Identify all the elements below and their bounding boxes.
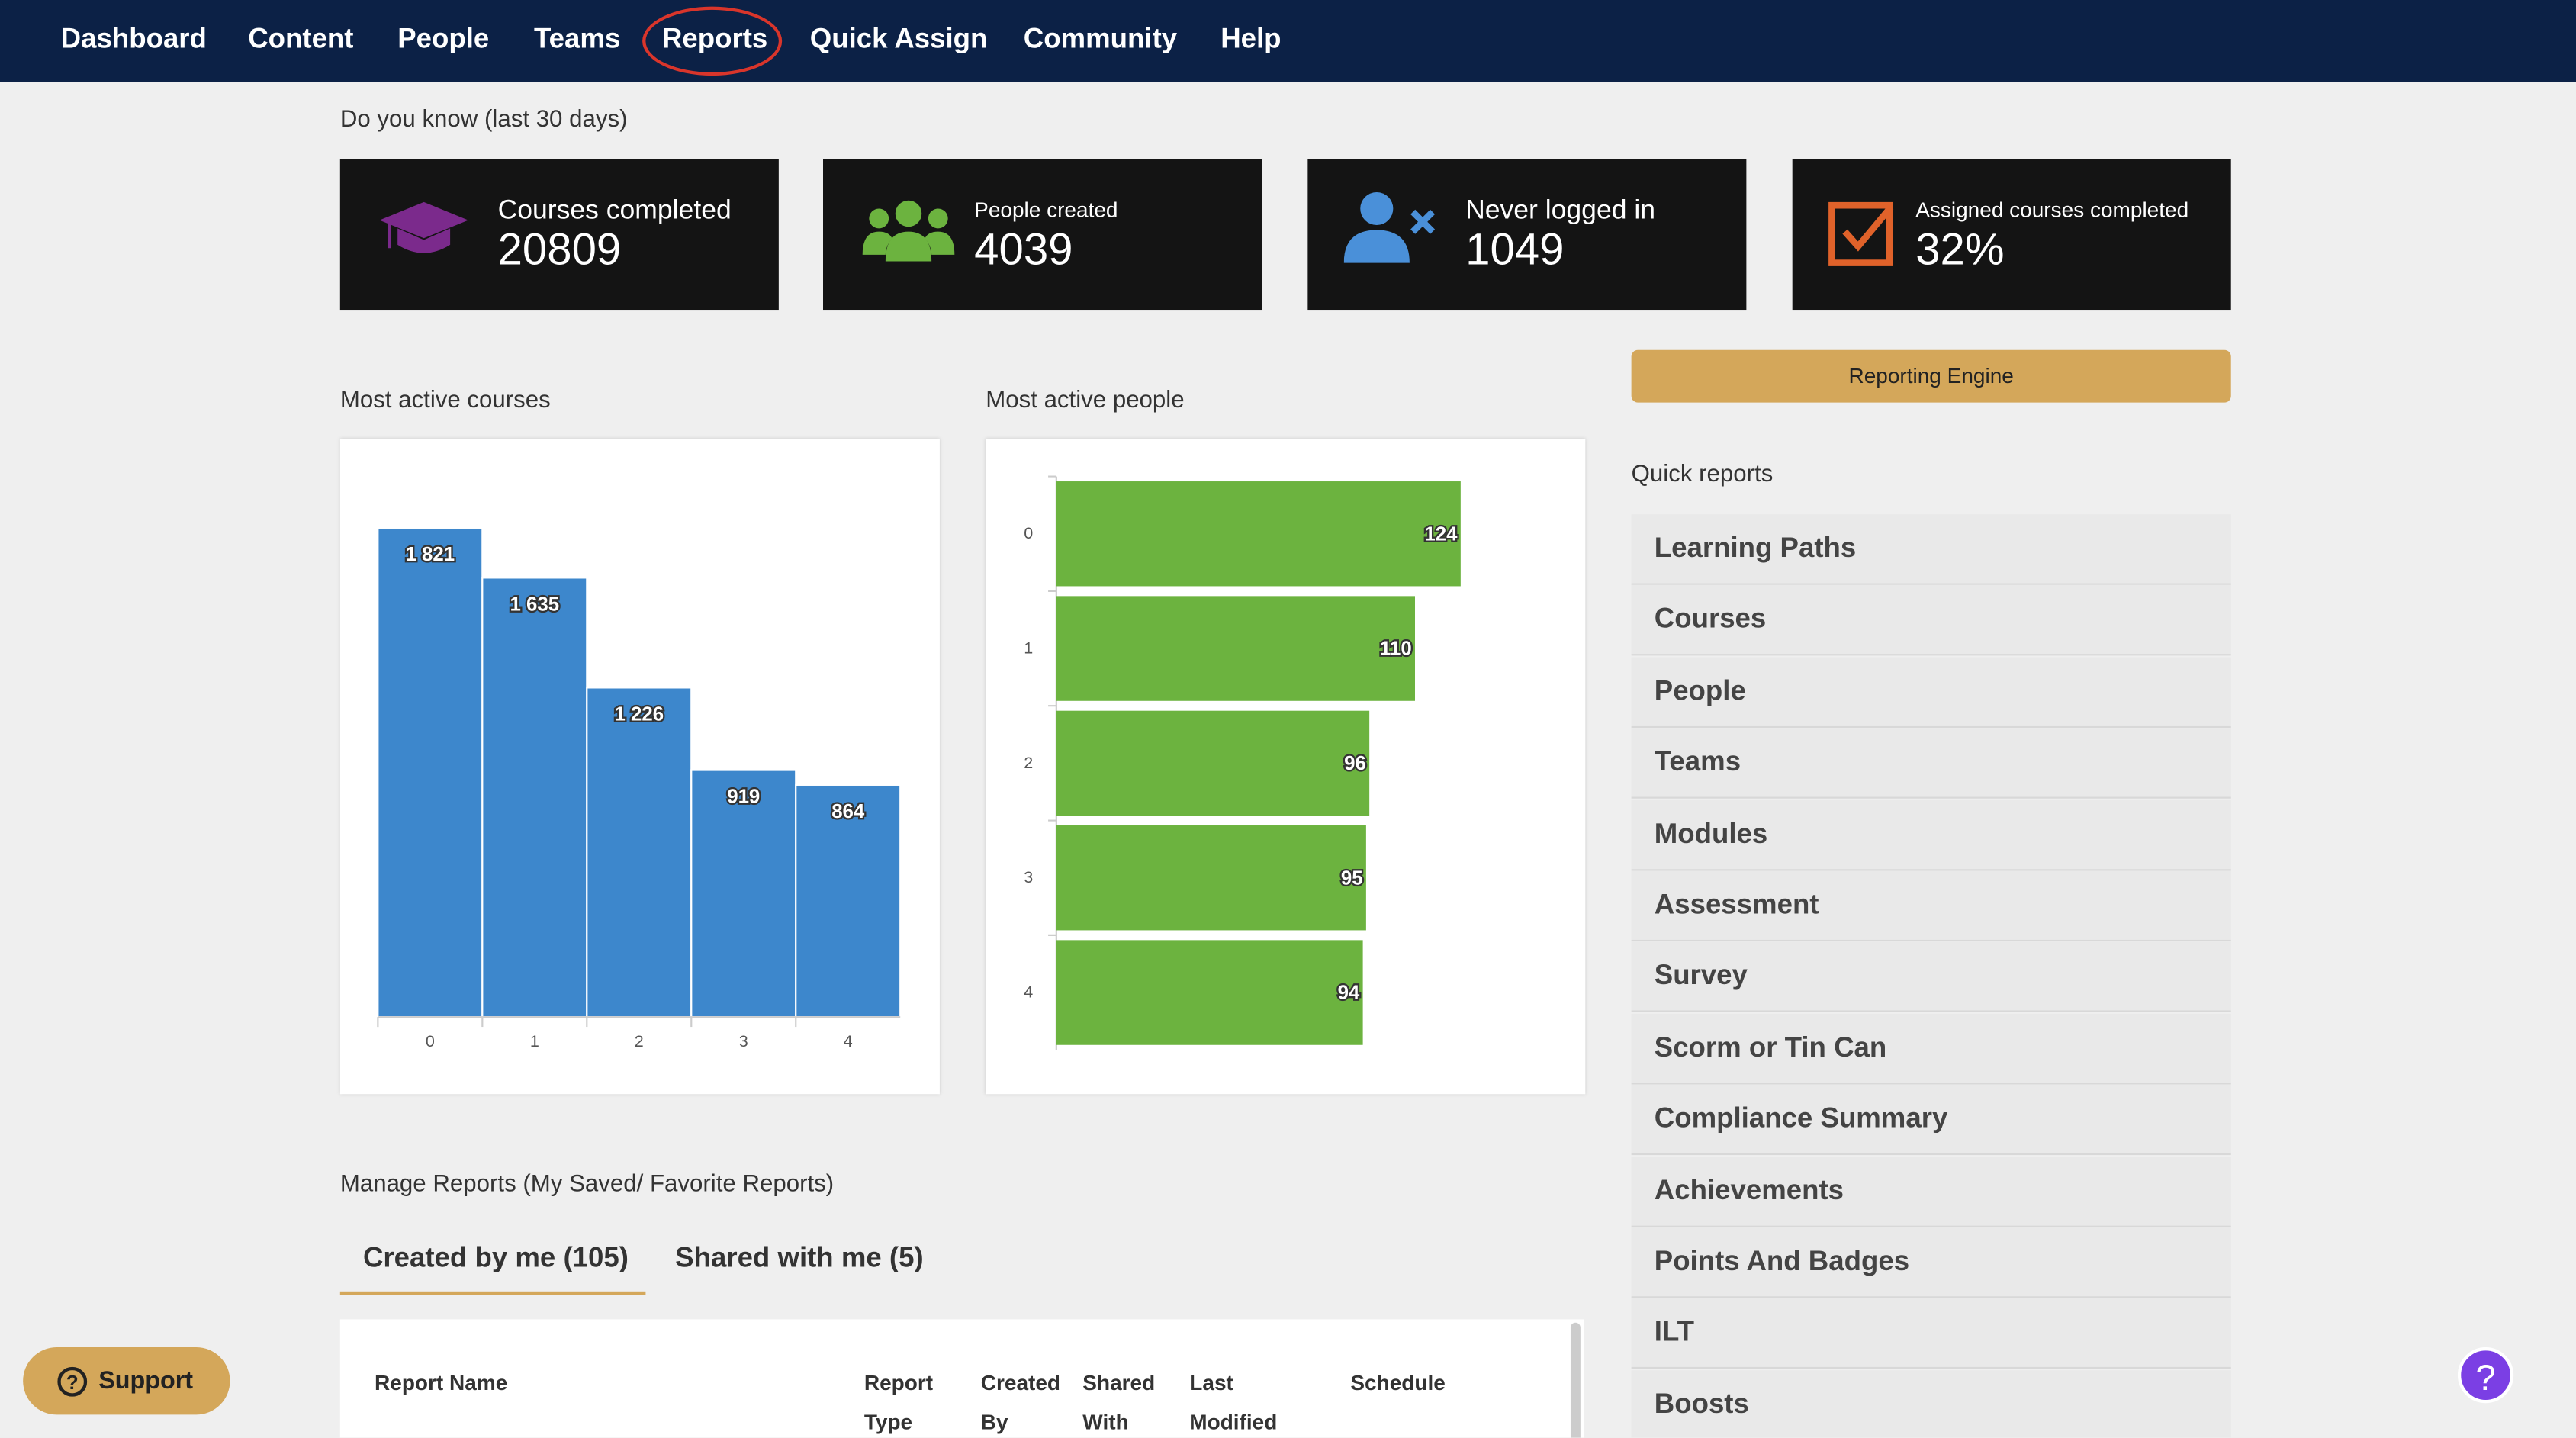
value-label: 919 [727, 787, 760, 808]
reports-table [339, 1319, 1584, 1438]
value-label: 1 821 [406, 544, 455, 565]
quick-report-item[interactable]: People [1631, 657, 2231, 728]
bar [795, 783, 902, 1018]
nav-link[interactable]: People [397, 23, 490, 55]
y-tick-label: 4 [1024, 983, 1033, 1002]
scrollbar[interactable] [1570, 1322, 1581, 1438]
nav-link[interactable]: Help [1220, 23, 1282, 55]
stat-value: 32% [1915, 225, 2005, 275]
icon: ? [57, 1366, 88, 1397]
quick-report-item[interactable]: Points And Badges [1631, 1227, 2231, 1298]
chart-panel: 1 821 0 1 635 1 1 226 2 919 3 864 4 [339, 439, 940, 1095]
chart-title: Most active people [986, 388, 1185, 414]
bar [1056, 825, 1366, 931]
bar [1056, 940, 1363, 1045]
icon [862, 200, 955, 262]
reporting-engine-button[interactable]: Reporting Engine [1631, 349, 2231, 403]
section-title: Manage Reports (My Saved/ Favorite Repor… [339, 1171, 835, 1198]
bar [1056, 481, 1461, 587]
stat-label: People created [974, 197, 1118, 222]
stat-value: 4039 [974, 225, 1073, 275]
stat-card: People created 4039 [823, 159, 1262, 311]
tab[interactable]: Shared with me (5) [675, 1242, 924, 1274]
stat-card: Never logged in 1049 [1307, 159, 1747, 311]
stat-card: Assigned courses completed 32% [1792, 159, 2231, 311]
y-tick-label: 1 [1024, 639, 1033, 658]
value-label: 96 [1344, 753, 1366, 774]
value-label: 1 635 [510, 594, 559, 615]
icon [1343, 191, 1436, 263]
x-tick-label: 0 [426, 1032, 435, 1050]
table-header: Report Name [375, 1370, 508, 1395]
help-button[interactable]: ? [2456, 1346, 2516, 1405]
chart: 124 0 110 1 96 2 95 3 94 4 [1024, 475, 1461, 1050]
quick-report-item[interactable]: Compliance Summary [1631, 1084, 2231, 1156]
y-tick-label: 2 [1024, 754, 1033, 772]
table-header: Schedule [1350, 1370, 1446, 1395]
quick-report-item[interactable]: Modules [1631, 799, 2231, 870]
section-title: Quick reports [1631, 462, 1774, 488]
icon [379, 201, 468, 253]
highlight-circle [642, 6, 783, 76]
stat-value: 20809 [497, 225, 622, 275]
nav-link[interactable]: Content [248, 23, 354, 55]
svg-text:?: ? [66, 1372, 79, 1394]
stat-value: 1049 [1465, 225, 1565, 275]
stat-label: Assigned courses completed [1915, 197, 2189, 222]
quick-report-item[interactable]: Scorm or Tin Can [1631, 1013, 2231, 1085]
bar [377, 526, 484, 1018]
nav-link[interactable]: Dashboard [60, 23, 207, 55]
bar [481, 577, 588, 1018]
x-tick-label: 1 [530, 1032, 539, 1050]
value-label: 124 [1424, 523, 1458, 545]
stat-card: Courses completed 20809 [339, 159, 779, 311]
quick-report-item[interactable]: Achievements [1631, 1156, 2231, 1227]
value-label: 1 226 [614, 704, 664, 725]
stat-label: Never logged in [1465, 195, 1656, 226]
quick-report-item[interactable]: Teams [1631, 728, 2231, 799]
nav-link[interactable]: Community [1023, 23, 1178, 55]
y-tick-label: 0 [1024, 524, 1033, 542]
icon [1828, 201, 1894, 266]
table-header: Shared With [1082, 1370, 1156, 1435]
nav-link[interactable]: Quick Assign [809, 23, 988, 55]
nav-bar: Dashboard Content People Teams Reports Q… [0, 0, 2576, 82]
stat-label: Courses completed [497, 195, 732, 226]
support-label: Support [98, 1366, 194, 1395]
chart-title: Most active courses [339, 388, 551, 414]
quick-report-item[interactable]: Courses [1631, 585, 2231, 657]
value-label: 110 [1380, 639, 1412, 660]
quick-report-item[interactable]: Boosts [1631, 1369, 2231, 1438]
y-tick-label: 3 [1024, 868, 1033, 886]
quick-report-item[interactable]: ILT [1631, 1298, 2231, 1369]
table-header: Report Type [863, 1370, 934, 1435]
quick-report-item[interactable]: Learning Paths [1631, 514, 2231, 585]
table-header: Last Modified [1189, 1370, 1278, 1435]
support-button[interactable]: ? Support [23, 1347, 230, 1415]
quick-report-item[interactable]: Survey [1631, 941, 2231, 1013]
bar [586, 687, 693, 1018]
table-header: Created By [980, 1370, 1061, 1435]
value-label: 94 [1338, 983, 1360, 1004]
quick-report-item[interactable]: Assessment [1631, 870, 2231, 942]
tab-underline [339, 1291, 646, 1295]
x-tick-label: 2 [635, 1032, 644, 1050]
value-label: 95 [1341, 867, 1363, 889]
tab[interactable]: Created by me (105) [362, 1242, 629, 1274]
x-tick-label: 4 [844, 1032, 853, 1050]
stats-title: Do you know (last 30 days) [339, 106, 628, 134]
x-tick-label: 3 [739, 1032, 748, 1050]
nav-link[interactable]: Teams [533, 23, 621, 55]
chart-panel: 124 0 110 1 96 2 95 3 94 4 [986, 439, 1586, 1095]
bar [1056, 596, 1415, 701]
bar [1056, 710, 1370, 816]
value-label: 864 [831, 801, 865, 822]
chart: 1 821 0 1 635 1 1 226 2 919 3 864 4 [377, 526, 902, 1050]
svg-text:?: ? [2475, 1358, 2495, 1398]
